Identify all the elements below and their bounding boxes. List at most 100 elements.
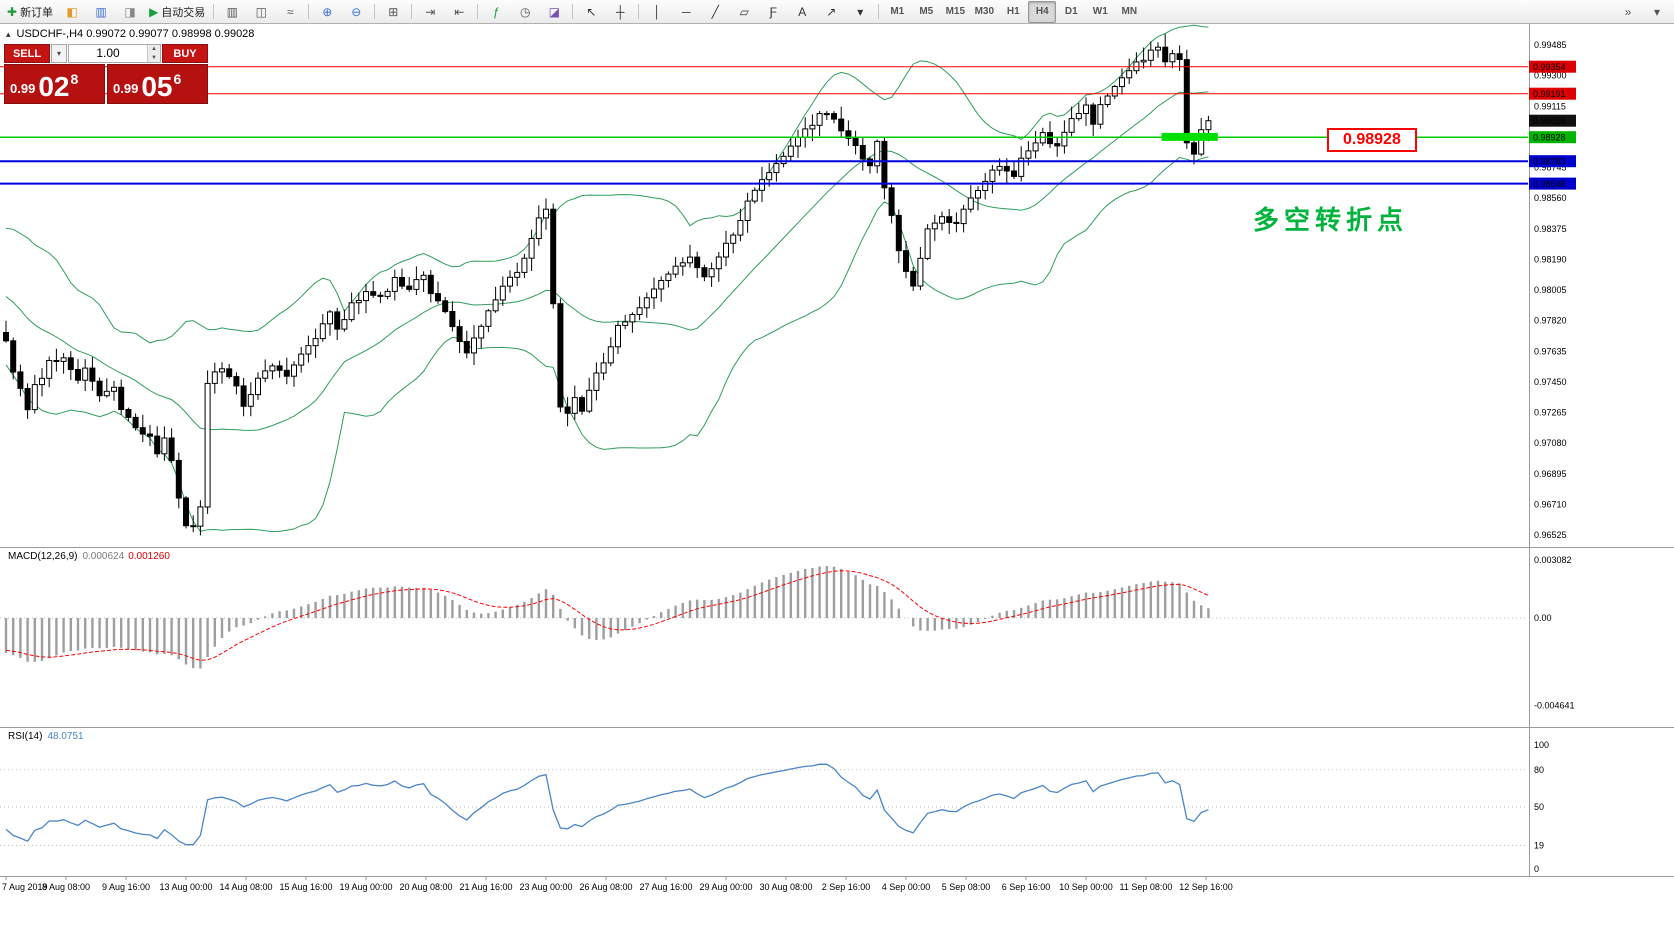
svg-text:0.98190: 0.98190 [1534,254,1567,264]
cursor-button[interactable]: ↖ [577,1,605,23]
chart-shift-button[interactable]: ⇤ [445,1,473,23]
market-watch-button-icon: ▥ [95,4,107,19]
candlestick-chart-button[interactable]: ◫ [247,1,275,23]
svg-text:0.98005: 0.98005 [1534,285,1567,295]
volume-value[interactable]: 1.00 [96,46,120,60]
toolbar: ✚ 新订单 ◧ ▥ ◨ ▶ 自动交易 ▥ ◫ ≈ ⊕ ⊖ ⊞ ⇥ ⇤ ƒ ◷ ◪ ↖ ┼ │ ─ ╱ ▱ Ƒ A ↗ ▾ M1 M5 M15… [0,0,1674,24]
svg-text:9 Aug 16:00: 9 Aug 16:00 [102,882,150,892]
tf-d1[interactable]: D1 [1057,1,1085,23]
tf-w1[interactable]: W1 [1086,1,1114,23]
buy-button[interactable]: BUY [162,44,208,63]
auto-scroll-button[interactable]: ⇥ [416,1,444,23]
svg-text:0.99115: 0.99115 [1534,101,1566,111]
vertical-line-button[interactable]: │ [643,1,671,23]
macd-value-main: 0.000624 [82,551,125,562]
svg-text:23 Aug 00:00: 23 Aug 00:00 [519,882,572,892]
fibonacci-button-icon: Ƒ [769,4,777,19]
tf-h1-label: H1 [1006,6,1020,17]
volume-dropdown-button[interactable]: ▾ [51,44,67,63]
bar-chart-button[interactable]: ▥ [218,1,246,23]
tf-h1[interactable]: H1 [999,1,1027,23]
indicators-button[interactable]: ƒ [482,1,510,23]
svg-text:6 Sep 16:00: 6 Sep 16:00 [1002,882,1051,892]
new-order-button[interactable]: ✚ 新订单 [3,1,57,23]
zoom-in-button-icon: ⊕ [322,4,333,19]
svg-text:0.97820: 0.97820 [1534,316,1567,326]
svg-text:29 Aug 00:00: 29 Aug 00:00 [699,882,752,892]
trendline-button-icon: ╱ [711,4,719,19]
navigator-button[interactable]: ◨ [116,1,144,23]
sell-price-display[interactable]: 0.99 02 8 [4,64,105,104]
autotrading-button[interactable]: ▶ 自动交易 [145,1,209,23]
collapse-trade-panel-icon[interactable]: ▴ [6,28,11,39]
indicators-button-icon: ƒ [492,4,500,19]
svg-text:0.97080: 0.97080 [1534,438,1567,448]
line-chart-button-icon: ≈ [287,4,294,19]
svg-text:0.98928: 0.98928 [1533,133,1566,143]
svg-text:0.96895: 0.96895 [1534,469,1567,479]
profiles-button-icon: ◧ [66,4,78,19]
horizontal-line-button-icon: ─ [682,4,691,19]
buy-price-prefix: 0.99 [113,81,139,96]
tf-m5[interactable]: M5 [912,1,940,23]
text-button[interactable]: A [788,1,816,23]
line-chart-button[interactable]: ≈ [276,1,304,23]
stepper-down-icon[interactable]: ▼ [148,53,160,62]
tf-mn-label: MN [1121,6,1138,17]
svg-text:26 Aug 08:00: 26 Aug 08:00 [579,882,632,892]
svg-text:100: 100 [1534,740,1549,750]
shapes-button-icon: ▾ [857,4,864,19]
macd-indicator-label: MACD(12,26,9) 0.000624 0.001260 [8,551,170,562]
sell-price-pip: 8 [70,71,79,87]
templates-button-icon: ◪ [548,4,560,19]
tf-h4[interactable]: H4 [1028,0,1057,23]
rsi-value: 48.0751 [47,731,84,742]
rsi-indicator-label: RSI(14) 48.0751 [8,731,84,742]
svg-text:0.99354: 0.99354 [1533,62,1566,72]
shapes-button[interactable]: ▾ [846,1,874,23]
periods-button[interactable]: ◷ [511,1,539,23]
market-watch-button[interactable]: ▥ [87,1,115,23]
tf-m30-label: M30 [974,6,995,17]
zoom-in-button[interactable]: ⊕ [313,1,341,23]
chart-canvas[interactable]: 0.99485 0.99300 0.99115 0.98745 0.98560 0.983… [0,24,1674,952]
svg-text:0.97265: 0.97265 [1534,408,1567,418]
fibonacci-button[interactable]: Ƒ [759,1,787,23]
tf-m30[interactable]: M30 [970,1,998,23]
zoom-out-button[interactable]: ⊖ [342,1,370,23]
tile-windows-button[interactable]: ⊞ [379,1,407,23]
tf-mn[interactable]: MN [1115,1,1143,23]
svg-text:0.00: 0.00 [1534,613,1552,623]
new-order-button-icon: ✚ [7,4,18,19]
templates-button[interactable]: ◪ [540,1,568,23]
profiles-button[interactable]: ◧ [58,1,86,23]
horizontal-line-button[interactable]: ─ [672,1,700,23]
toolbar-overflow-button[interactable]: » [1614,1,1642,23]
toolbar-more-button[interactable]: ▾ [1643,1,1671,23]
tf-m15-label: M15 [945,6,966,17]
crosshair-button[interactable]: ┼ [606,1,634,23]
macd-title: MACD(12,26,9) [8,551,78,562]
tf-m15[interactable]: M15 [941,1,969,23]
svg-text:0.96710: 0.96710 [1534,499,1567,509]
price-annotation[interactable]: 0.98928 [1327,128,1417,152]
svg-text:0.99485: 0.99485 [1534,40,1567,50]
svg-text:10 Sep 00:00: 10 Sep 00:00 [1059,882,1113,892]
stepper-up-icon[interactable]: ▲ [148,45,160,54]
volume-stepper[interactable]: ▲ ▼ [147,45,160,62]
tf-h4-label: H4 [1035,6,1049,17]
svg-text:0.99028: 0.99028 [1533,116,1566,126]
volume-field[interactable]: 1.00 ▲ ▼ [68,44,161,63]
crosshair-button-icon: ┼ [616,4,625,19]
tf-m1-label: M1 [890,6,905,17]
toolbar-separator [477,4,479,19]
turning-point-annotation[interactable]: 多空转折点 [1253,205,1409,235]
channel-button[interactable]: ▱ [730,1,758,23]
tf-m1[interactable]: M1 [883,1,911,23]
buy-price-display[interactable]: 0.99 05 6 [107,64,208,104]
sell-button[interactable]: SELL [4,44,50,63]
arrow-button[interactable]: ↗ [817,1,845,23]
svg-text:0.98745: 0.98745 [1534,163,1567,173]
trendline-button[interactable]: ╱ [701,1,729,23]
toolbar-separator [638,4,640,19]
